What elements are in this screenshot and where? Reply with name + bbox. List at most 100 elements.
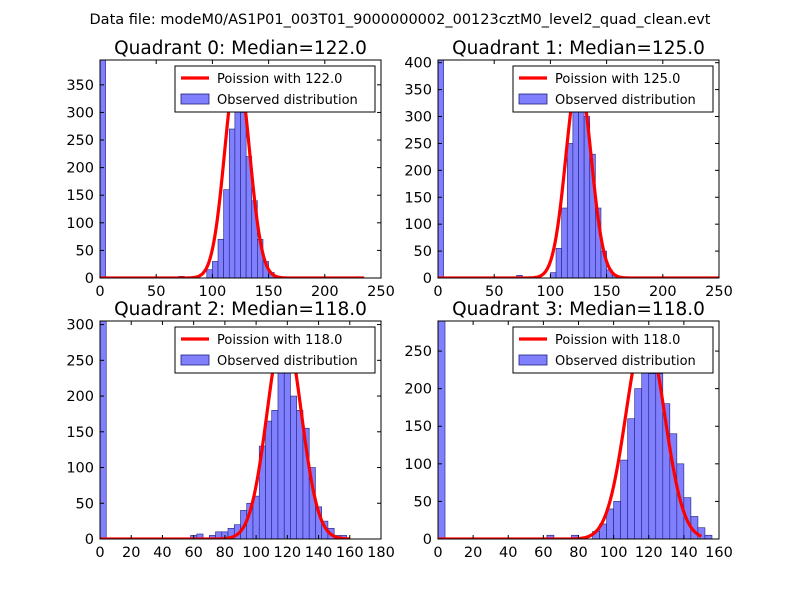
y-tick-label: 250 xyxy=(404,136,432,152)
chart-panel-1: Quadrant 1: Median=125.0 0 50 100 150 200 250 0… xyxy=(404,38,733,300)
y-tick-label: 150 xyxy=(66,188,94,204)
legend-entry-observed: Observed distribution xyxy=(555,93,696,108)
histogram-bar xyxy=(212,261,219,278)
histogram-bar xyxy=(296,410,304,539)
y-tick-label: 100 xyxy=(66,461,94,477)
y-tick-label: 0 xyxy=(85,532,94,548)
x-tick-label: 80 xyxy=(216,545,234,561)
y-tick-label: 300 xyxy=(404,110,432,126)
histogram-bar xyxy=(620,459,628,539)
histogram-bar xyxy=(627,418,635,539)
chart-title: Quadrant 2: Median=118.0 xyxy=(114,299,367,320)
histogram-bar xyxy=(217,239,224,278)
x-tick-label: 150 xyxy=(593,284,621,300)
histogram-bar xyxy=(438,321,446,539)
histogram-bar xyxy=(648,373,657,539)
y-tick-label: 50 xyxy=(414,494,432,510)
histogram-bar xyxy=(634,388,643,539)
x-tick-label: 50 xyxy=(485,284,503,300)
x-tick-label: 100 xyxy=(242,545,270,561)
x-tick-label: 100 xyxy=(199,284,227,300)
y-tick-label: 300 xyxy=(66,105,94,121)
x-tick-label: 140 xyxy=(305,545,333,561)
y-tick-label: 200 xyxy=(66,161,94,177)
histogram-bar xyxy=(561,207,568,278)
chart-panel-2: Quadrant 2: Median=118.00 20 40 60 80 100 120 1… xyxy=(66,299,395,561)
y-tick-label: 150 xyxy=(404,419,432,435)
y-tick-label: 50 xyxy=(76,496,94,512)
x-tick-label: 200 xyxy=(649,284,677,300)
y-tick-label: 250 xyxy=(66,133,94,149)
histogram-bar xyxy=(555,248,562,278)
histogram-bar xyxy=(265,420,273,539)
y-tick-label: 200 xyxy=(404,163,432,179)
x-tick-label: 0 xyxy=(95,284,104,300)
x-tick-label: 20 xyxy=(464,545,482,561)
chart-title: Quadrant 1: Median=125.0 xyxy=(452,38,705,59)
legend: Poission with 122.0 Observed distribution xyxy=(174,65,376,113)
legend-entry-observed: Observed distribution xyxy=(555,354,696,369)
x-tick-label: 40 xyxy=(153,545,171,561)
chart-panel-0: Quadrant 0: Median=122.0 0 50 100 150 200 250 0… xyxy=(66,38,395,300)
y-tick-label: 50 xyxy=(414,244,432,260)
x-tick-label: 60 xyxy=(534,545,552,561)
legend-bar-swatch xyxy=(518,354,548,366)
x-tick-label: 150 xyxy=(255,284,283,300)
legend: Poission with 118.0 Observed distribution xyxy=(174,326,376,374)
y-tick-label: 400 xyxy=(404,56,432,72)
y-tick-label: 250 xyxy=(404,344,432,360)
x-tick-label: 80 xyxy=(569,545,587,561)
x-tick-label: 100 xyxy=(600,545,628,561)
y-tick-label: 300 xyxy=(66,318,94,334)
y-tick-label: 0 xyxy=(85,271,94,287)
histogram-bar xyxy=(283,352,291,539)
x-tick-label: 60 xyxy=(184,545,202,561)
histogram-bar xyxy=(228,128,236,278)
axes-frame xyxy=(99,320,382,540)
y-tick-label: 250 xyxy=(66,353,94,369)
y-tick-label: 0 xyxy=(423,271,432,287)
legend-entry-observed: Observed distribution xyxy=(217,354,358,369)
y-tick-label: 350 xyxy=(404,83,432,99)
x-tick-label: 250 xyxy=(367,284,395,300)
histogram-bar xyxy=(704,534,713,539)
histogram-bar xyxy=(566,143,574,278)
x-tick-label: 50 xyxy=(147,284,165,300)
histogram-bar xyxy=(223,189,230,278)
y-tick-label: 200 xyxy=(66,389,94,405)
x-tick-label: 40 xyxy=(499,545,517,561)
legend-entry-poisson: Poission with 118.0 xyxy=(217,333,342,348)
histogram-bar xyxy=(206,269,213,278)
histogram-bar xyxy=(234,95,241,278)
legend: Poission with 125.0 Observed distribution xyxy=(512,65,714,113)
histogram-bar xyxy=(240,112,247,278)
x-tick-label: 0 xyxy=(433,284,442,300)
chart-title: Quadrant 0: Median=122.0 xyxy=(114,38,367,59)
legend: Poission with 118.0 Observed distribution xyxy=(512,326,714,374)
y-tick-label: 50 xyxy=(76,243,94,259)
histogram-bar xyxy=(546,534,555,539)
histogram-bar xyxy=(277,367,285,539)
legend-bar-swatch xyxy=(518,93,548,105)
figure-title: Data file: modeM0/AS1P01_003T01_90000000… xyxy=(90,12,711,28)
legend-entry-poisson: Poission with 125.0 xyxy=(555,72,680,87)
legend-bar-swatch xyxy=(180,93,210,105)
legend-entry-poisson: Poission with 118.0 xyxy=(555,333,680,348)
x-tick-label: 180 xyxy=(367,545,395,561)
axes-frame xyxy=(437,59,720,279)
histogram-bar xyxy=(271,410,279,539)
histogram-bar xyxy=(550,272,557,278)
chart-panel-3: Quadrant 3: Median=118.0 0 20 40 60 80 100 120 1… xyxy=(404,299,733,561)
y-tick-label: 200 xyxy=(404,382,432,398)
y-tick-label: 0 xyxy=(423,532,432,548)
legend-entry-poisson: Poission with 122.0 xyxy=(217,72,342,87)
x-tick-label: 0 xyxy=(95,545,104,561)
histogram-bar xyxy=(613,501,621,539)
x-tick-label: 160 xyxy=(705,545,733,561)
histogram-bar xyxy=(100,321,107,539)
x-tick-label: 0 xyxy=(433,545,442,561)
y-tick-label: 100 xyxy=(404,457,432,473)
x-tick-label: 20 xyxy=(122,545,140,561)
